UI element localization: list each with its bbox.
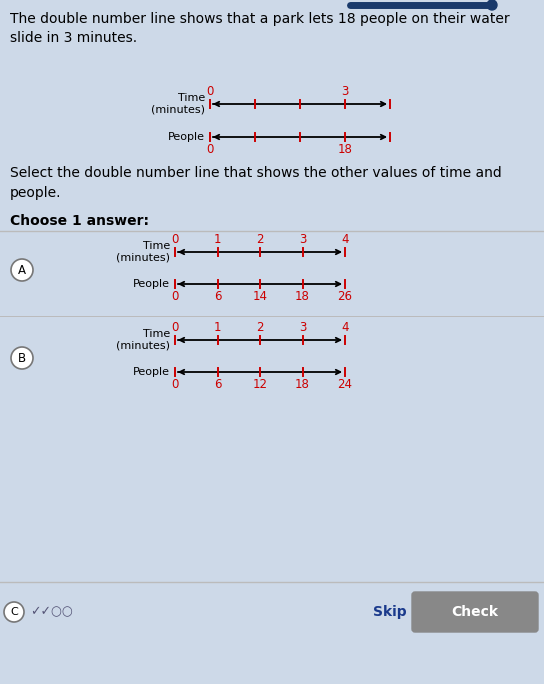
Text: 6: 6 [214, 290, 221, 303]
Text: Skip: Skip [373, 605, 407, 619]
Text: 0: 0 [206, 143, 214, 156]
Text: 18: 18 [338, 143, 353, 156]
Text: Choose 1 answer:: Choose 1 answer: [10, 214, 149, 228]
Text: 0: 0 [171, 321, 178, 334]
Text: The double number line shows that a park lets 18 people on their water
slide in : The double number line shows that a park… [10, 12, 510, 46]
Text: 26: 26 [337, 290, 353, 303]
Text: Check: Check [452, 605, 498, 619]
Text: 3: 3 [299, 321, 306, 334]
Circle shape [487, 0, 497, 10]
Text: Time
(minutes): Time (minutes) [116, 329, 170, 351]
Text: A: A [18, 263, 26, 276]
Text: 4: 4 [341, 233, 349, 246]
Circle shape [11, 347, 33, 369]
Text: B: B [18, 352, 26, 365]
Text: 1: 1 [214, 321, 221, 334]
Text: People: People [133, 279, 170, 289]
Text: 0: 0 [171, 233, 178, 246]
Text: 18: 18 [295, 290, 310, 303]
Text: C: C [10, 607, 18, 617]
FancyBboxPatch shape [412, 592, 538, 632]
Text: 0: 0 [171, 290, 178, 303]
Text: 14: 14 [252, 290, 268, 303]
Text: People: People [133, 367, 170, 377]
Text: 2: 2 [256, 233, 264, 246]
Text: 3: 3 [341, 85, 349, 98]
Text: 12: 12 [252, 378, 268, 391]
Text: 6: 6 [214, 378, 221, 391]
Text: 1: 1 [214, 233, 221, 246]
Text: 3: 3 [299, 233, 306, 246]
Text: 0: 0 [171, 378, 178, 391]
Text: 24: 24 [337, 378, 353, 391]
Text: 18: 18 [295, 378, 310, 391]
Text: ✓✓○○: ✓✓○○ [30, 605, 73, 618]
Text: People: People [168, 132, 205, 142]
Text: Select the double number line that shows the other values of time and
people.: Select the double number line that shows… [10, 166, 502, 200]
Text: Time
(minutes): Time (minutes) [116, 241, 170, 263]
Circle shape [11, 259, 33, 281]
Text: Time
(minutes): Time (minutes) [151, 93, 205, 115]
Circle shape [4, 602, 24, 622]
Text: 4: 4 [341, 321, 349, 334]
Text: 0: 0 [206, 85, 214, 98]
Text: 2: 2 [256, 321, 264, 334]
